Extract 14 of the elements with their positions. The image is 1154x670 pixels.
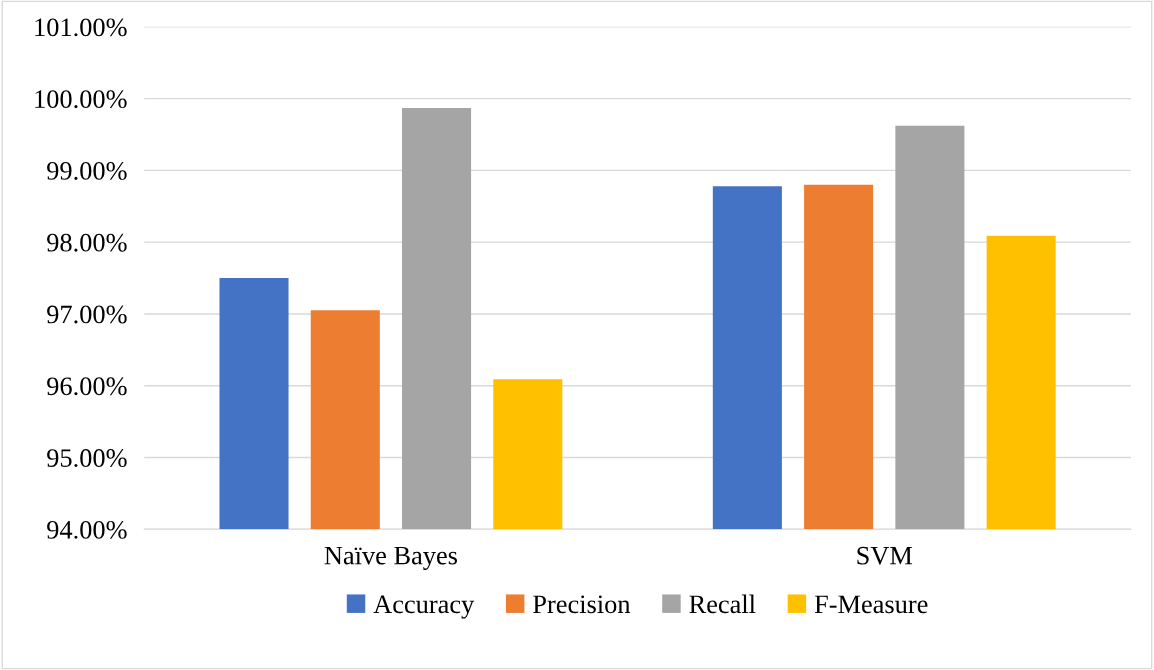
- legend-label: Recall: [689, 594, 756, 614]
- x-tick-label: Naïve Bayes: [324, 546, 458, 570]
- y-tick-label: 97.00%: [47, 305, 127, 324]
- legend-label: Precision: [533, 595, 631, 614]
- x-tick-label: SVM: [857, 546, 913, 565]
- y-tick-label: 94.00%: [47, 520, 127, 539]
- y-tick-label: 95.00%: [47, 449, 127, 468]
- y-tick-label: 100.00%: [35, 90, 127, 109]
- y-tick-label: 99.00%: [47, 161, 127, 180]
- y-tick-label: 96.00%: [47, 377, 127, 396]
- legend-label: F-Measure: [814, 595, 928, 614]
- legend-label: Accuracy: [373, 595, 475, 619]
- y-tick-label: 98.00%: [47, 233, 127, 252]
- y-tick-label: 101.00%: [35, 18, 127, 37]
